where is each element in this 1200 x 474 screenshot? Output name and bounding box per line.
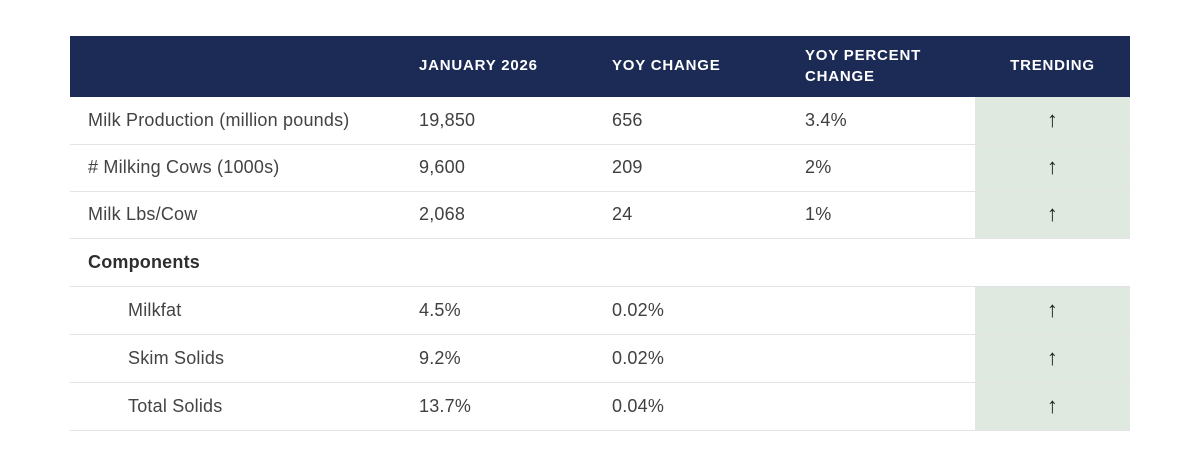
trending-up-arrow-icon: ↑ <box>1046 201 1059 226</box>
value-yoy-percent-change <box>786 382 975 431</box>
row-milk-production: Milk Production (million pounds) 19,850 … <box>70 97 1130 145</box>
value-january: 2,068 <box>400 191 593 239</box>
trending-up-arrow-icon: ↑ <box>1046 154 1059 179</box>
value-yoy-change: 209 <box>593 144 786 192</box>
row-total-solids: Total Solids 13.7% 0.04% ↑ <box>70 382 1130 431</box>
value-yoy-change: 0.04% <box>593 382 786 431</box>
value-january: 9,600 <box>400 144 593 192</box>
trending-cell: ↑ <box>975 144 1130 192</box>
trending-cell: ↑ <box>975 382 1130 431</box>
row-label: Total Solids <box>70 382 400 431</box>
row-label: Skim Solids <box>70 334 400 383</box>
value-january: 19,850 <box>400 97 593 145</box>
value-yoy-change: 0.02% <box>593 334 786 383</box>
row-components-section: Components <box>70 238 1130 287</box>
trending-cell: ↑ <box>975 286 1130 335</box>
value-yoy-change: 656 <box>593 97 786 145</box>
header-trending: TRENDING <box>975 36 1130 97</box>
header-january-2026: JANUARY 2026 <box>400 36 593 97</box>
value-yoy-percent-change: 1% <box>786 191 975 239</box>
value-yoy-percent-change <box>786 334 975 383</box>
trending-up-arrow-icon: ↑ <box>1046 392 1059 418</box>
row-milking-cows: # Milking Cows (1000s) 9,600 209 2% ↑ <box>70 144 1130 192</box>
trending-cell: ↑ <box>975 191 1130 239</box>
value-yoy-change: 24 <box>593 191 786 239</box>
header-yoy-percent-change: YOY PERCENT CHANGE <box>786 36 975 97</box>
trending-cell: ↑ <box>975 334 1130 383</box>
row-label: Milkfat <box>70 286 400 335</box>
header-yoy-change: YOY CHANGE <box>593 36 786 97</box>
row-milkfat: Milkfat 4.5% 0.02% ↑ <box>70 286 1130 335</box>
row-milk-lbs-per-cow: Milk Lbs/Cow 2,068 24 1% ↑ <box>70 191 1130 239</box>
header-label-column <box>70 36 400 97</box>
milk-production-stats-table: JANUARY 2026 YOY CHANGE YOY PERCENT CHAN… <box>70 36 1130 431</box>
table-header: JANUARY 2026 YOY CHANGE YOY PERCENT CHAN… <box>70 36 1130 97</box>
table-body: Milk Production (million pounds) 19,850 … <box>70 97 1130 431</box>
value-yoy-percent-change <box>786 286 975 335</box>
trending-up-arrow-icon: ↑ <box>1046 296 1059 322</box>
value-january: 4.5% <box>400 286 593 335</box>
row-label: Milk Lbs/Cow <box>70 191 400 239</box>
header-row: JANUARY 2026 YOY CHANGE YOY PERCENT CHAN… <box>70 36 1130 97</box>
trending-cell: ↑ <box>975 97 1130 145</box>
value-yoy-percent-change: 2% <box>786 144 975 192</box>
value-january: 13.7% <box>400 382 593 431</box>
row-label: Milk Production (million pounds) <box>70 97 400 145</box>
row-label: # Milking Cows (1000s) <box>70 144 400 192</box>
trending-up-arrow-icon: ↑ <box>1046 106 1059 132</box>
value-january: 9.2% <box>400 334 593 383</box>
trending-up-arrow-icon: ↑ <box>1046 344 1059 370</box>
row-skim-solids: Skim Solids 9.2% 0.02% ↑ <box>70 334 1130 383</box>
value-yoy-change: 0.02% <box>593 286 786 335</box>
components-section-label: Components <box>70 238 1130 287</box>
value-yoy-percent-change: 3.4% <box>786 97 975 145</box>
